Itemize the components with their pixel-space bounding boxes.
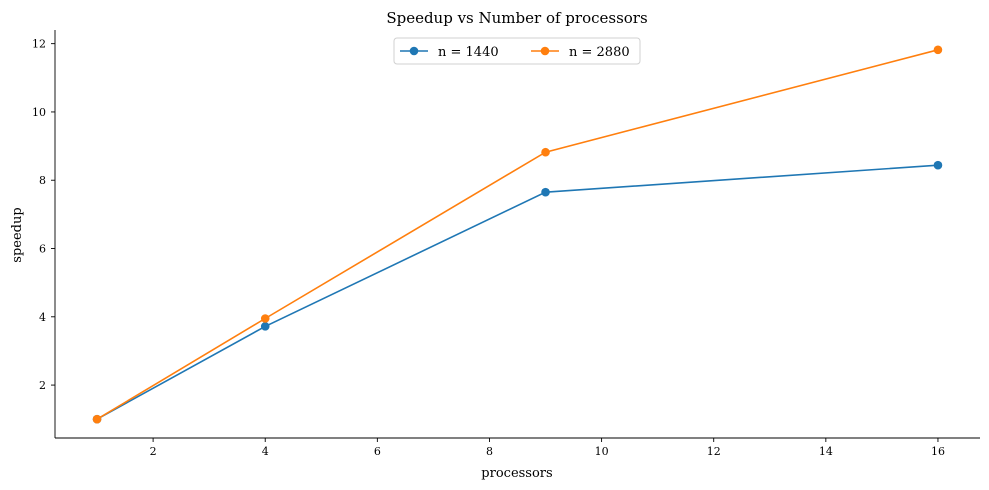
y-tick-label: 10 — [32, 106, 46, 119]
series-1-point — [933, 160, 943, 170]
x-tick-label: 8 — [486, 445, 493, 458]
legend-box — [393, 37, 641, 65]
x-tick-label: 14 — [819, 445, 833, 458]
legend: n = 1440 n = 2880 — [393, 37, 641, 65]
y-tick-label: 2 — [39, 379, 46, 392]
y-axis-label: speedup — [10, 207, 25, 262]
x-tick-label: 12 — [707, 445, 721, 458]
legend-marker-2 — [540, 46, 550, 56]
x-tick-label: 4 — [262, 445, 269, 458]
series-line-1 — [96, 164, 939, 420]
series-2-point — [92, 414, 102, 424]
chart-title: Speedup vs Number of processors — [386, 9, 647, 27]
x-axis-label: processors — [481, 466, 552, 481]
legend-marker-1 — [409, 46, 419, 56]
series-layer — [92, 45, 943, 424]
y-tick-label: 12 — [32, 38, 46, 51]
series-1-point — [541, 187, 550, 197]
series-2-point — [933, 45, 943, 55]
legend-label-2: n = 2880 — [569, 45, 630, 60]
series-2-point — [541, 147, 550, 157]
series-2-point — [260, 314, 270, 323]
x-tick-label: 16 — [931, 445, 945, 458]
series-line-2 — [96, 49, 939, 420]
axes: 2 4 6 8 10 12 14 16 2 4 6 8 10 12 — [32, 30, 980, 458]
y-tick-label: 6 — [39, 243, 46, 256]
y-tick-label: 8 — [39, 174, 46, 187]
y-tick-label: 4 — [39, 311, 46, 324]
x-tick-label: 10 — [595, 445, 609, 458]
x-tick-label: 2 — [150, 445, 157, 458]
legend-label-1: n = 1440 — [438, 45, 499, 60]
x-tick-label: 6 — [374, 445, 381, 458]
series-1-point — [260, 322, 270, 331]
